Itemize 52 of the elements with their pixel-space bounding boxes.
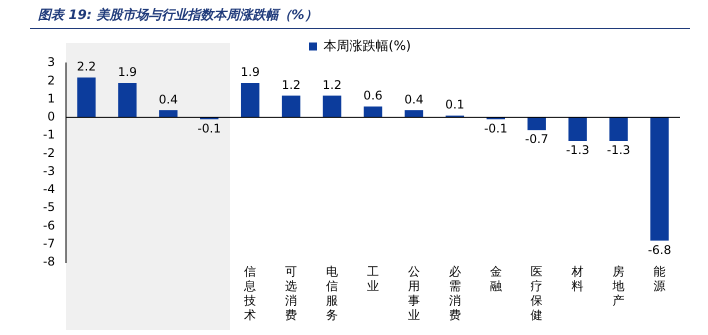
bar [282,96,300,118]
bar [650,117,669,241]
y-tick-label: -1 [42,128,55,142]
data-label: 0.4 [404,92,424,106]
data-label: -0.1 [198,121,221,136]
x-tick-label: 能源 [654,264,666,294]
data-label: -1.3 [606,143,630,158]
data-label: 0.1 [445,98,464,112]
x-tick-label: 房地产 [612,264,625,308]
y-tick-label: -4 [42,182,55,196]
x-tick-label: 金融 [490,264,502,294]
y-tick-label: -8 [42,254,55,269]
x-tick-label: 公用事业 [408,264,420,322]
data-label: -0.7 [525,132,548,146]
x-tick-label: 必需消费 [448,264,461,322]
bar [118,82,137,118]
x-tick-label: 可选消费 [285,264,298,322]
y-tick-label: -5 [42,200,55,214]
y-tick-label: -7 [42,236,55,250]
y-tick-label: -2 [42,146,55,160]
data-label: 1.2 [282,78,301,92]
y-tick-label: 2 [47,73,55,88]
y-tick-label: -6 [42,218,55,232]
legend-label: 本周涨跌幅(%) [324,38,411,54]
bar [609,117,628,141]
bar [404,110,424,118]
x-tick-label: 工业 [366,264,379,294]
data-label: -0.1 [484,121,508,136]
x-tick-label: 信息技术 [243,264,256,322]
y-tick-label: 0 [47,110,55,124]
bar [568,117,587,141]
data-label: 2.2 [76,60,96,74]
x-tick-label: 电信服务 [326,264,338,322]
bar [528,117,546,130]
bar [240,82,260,118]
data-label: 1.9 [240,65,260,80]
y-tick-label: -3 [42,164,55,178]
y-tick-label: 3 [47,55,55,70]
data-label: 1.9 [118,65,137,80]
data-label: 1.2 [322,78,342,92]
bar [322,96,342,118]
bar [159,110,178,118]
y-tick-label: 1 [47,91,55,106]
chart-title: 图表 19: 美股市场与行业指数本周涨跌幅（%） [38,6,318,24]
bar [364,106,382,118]
data-label: 0.6 [363,88,383,103]
data-label: -6.8 [648,242,672,257]
data-label: 0.4 [158,92,178,106]
x-tick-label: 医疗保健 [530,264,543,322]
data-label: -1.3 [566,143,590,158]
x-tick-label: 材料 [570,264,584,294]
bar [77,78,96,118]
